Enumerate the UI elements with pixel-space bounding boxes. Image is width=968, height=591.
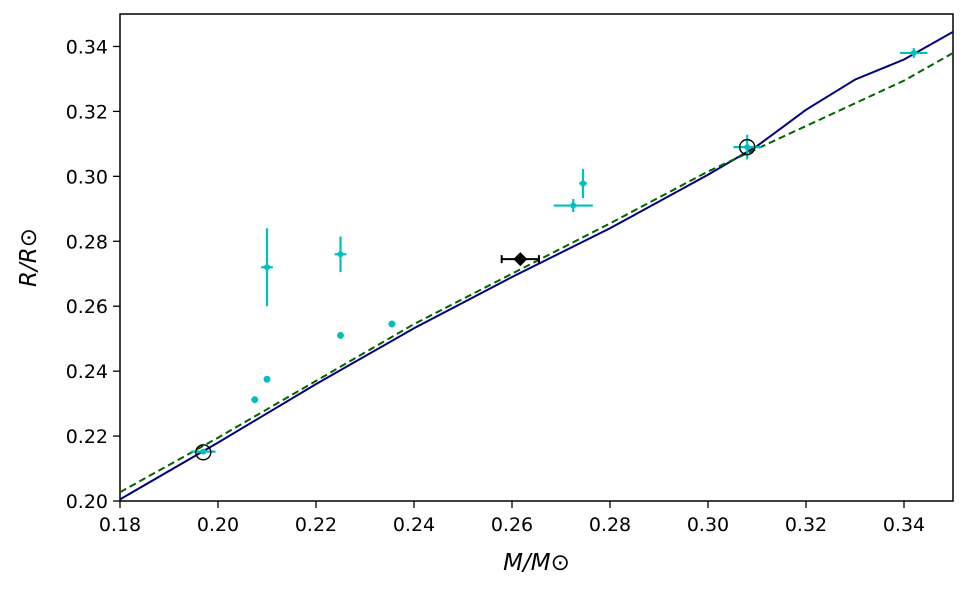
x-tick-label: 0.34	[883, 514, 925, 536]
y-tick-label: 0.32	[66, 101, 108, 123]
dashed-model-line	[119, 52, 954, 494]
highlight-diamond-marker	[513, 252, 528, 267]
y-tick-label: 0.24	[66, 361, 108, 383]
x-tick-label: 0.20	[197, 514, 239, 536]
x-tick-label: 0.24	[393, 514, 435, 536]
data-point	[337, 331, 344, 339]
data-point	[264, 264, 270, 271]
x-tick-label: 0.30	[687, 514, 729, 536]
data-point	[251, 396, 259, 404]
y-tick-label: 0.28	[66, 231, 108, 253]
x-axis-label: M/M⊙	[503, 550, 570, 576]
y-tick-label: 0.22	[66, 426, 108, 448]
data-point	[580, 180, 587, 187]
data-point	[910, 49, 917, 56]
y-axis-label: R/R⊙	[16, 228, 42, 287]
open-circle-marker	[739, 138, 756, 156]
solid-model-line	[119, 31, 954, 501]
y-ticks: 0.20 0.22 0.24 0.26 0.28 0.30 0.32 0.34	[66, 36, 120, 513]
x-ticks: 0.18 0.20 0.22 0.24 0.26 0.28 0.30 0.32 0.34	[99, 501, 925, 536]
y-tick-label: 0.26	[66, 296, 108, 318]
y-tick-label: 0.30	[66, 166, 108, 188]
x-tick-label: 0.18	[99, 514, 141, 536]
x-tick-label: 0.22	[295, 514, 337, 536]
open-circle-marker	[195, 444, 212, 461]
data-point	[337, 251, 344, 258]
y-tick-label: 0.34	[66, 36, 108, 58]
model-lines	[119, 31, 954, 501]
data-point	[570, 202, 577, 209]
data-point	[200, 448, 207, 455]
x-tick-label: 0.28	[589, 514, 631, 536]
x-tick-label: 0.32	[785, 514, 827, 536]
data-points	[191, 48, 928, 461]
y-tick-label: 0.20	[66, 491, 108, 513]
x-tick-label: 0.26	[491, 514, 533, 536]
data-point	[744, 144, 751, 151]
data-point	[388, 320, 396, 328]
plot-area	[119, 13, 954, 502]
data-point	[263, 375, 271, 383]
